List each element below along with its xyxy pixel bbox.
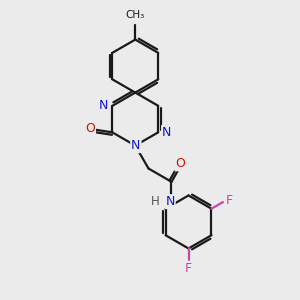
Text: N: N bbox=[131, 139, 141, 152]
Text: F: F bbox=[225, 194, 233, 207]
Text: N: N bbox=[99, 99, 109, 112]
Text: O: O bbox=[175, 158, 185, 170]
Text: H: H bbox=[151, 195, 160, 208]
Text: N: N bbox=[162, 126, 171, 139]
Text: O: O bbox=[85, 122, 95, 135]
Text: CH₃: CH₃ bbox=[126, 10, 145, 20]
Text: F: F bbox=[185, 262, 192, 275]
Text: N: N bbox=[165, 195, 175, 208]
